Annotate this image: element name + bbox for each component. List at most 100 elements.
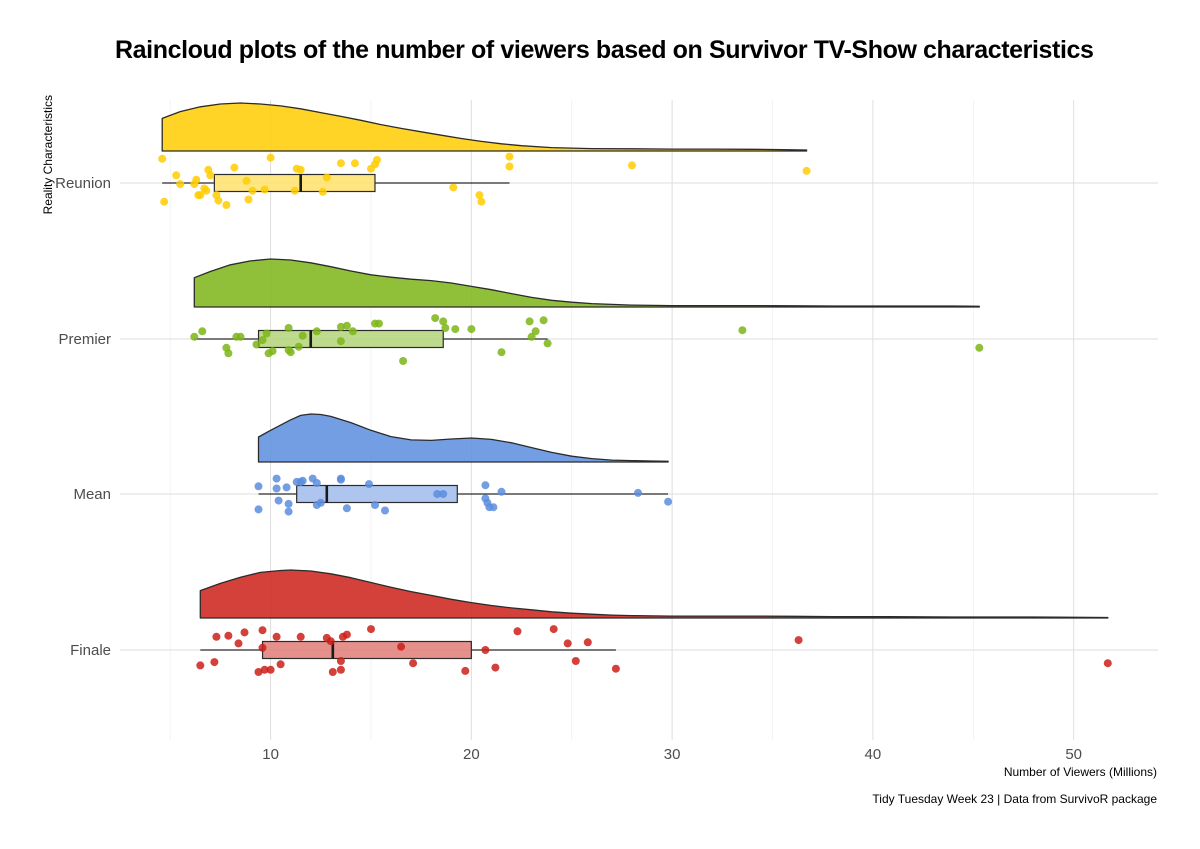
rain-point-finale — [210, 658, 219, 667]
rain-point-mean — [284, 499, 293, 508]
rain-point-mean — [664, 497, 673, 506]
rain-point-premier — [539, 316, 548, 325]
rain-point-mean — [489, 503, 498, 512]
rain-point-premier — [298, 331, 307, 340]
rain-point-finale — [571, 657, 580, 665]
rain-point-reunion — [196, 191, 205, 200]
rain-point-mean — [272, 474, 281, 483]
rain-point-finale — [328, 668, 337, 676]
rain-point-finale — [481, 646, 490, 654]
rain-point-mean — [284, 507, 293, 516]
rain-point-mean — [342, 504, 351, 513]
rain-point-finale — [794, 636, 803, 645]
rain-point-reunion — [350, 159, 359, 168]
rain-point-reunion — [475, 191, 484, 200]
density-clouds — [161, 102, 1109, 619]
rain-point-premier — [236, 332, 245, 341]
caption: Tidy Tuesday Week 23 | Data from Survivo… — [872, 792, 1157, 806]
rain-point-mean — [381, 506, 389, 515]
rain-point-mean — [312, 479, 321, 487]
rain-point-mean — [274, 496, 283, 505]
rain-point-finale — [258, 643, 267, 652]
rain-point-premier — [399, 357, 408, 365]
rain-point-finale — [461, 666, 470, 675]
y-axis-title: Reality Characteristics — [41, 95, 55, 214]
rain-point-mean — [316, 498, 325, 507]
density-cloud-premier — [193, 258, 980, 308]
rain-point-finale — [583, 638, 592, 647]
rain-point-reunion — [336, 159, 345, 168]
rain-point-premier — [224, 349, 233, 358]
rain-point-finale — [367, 625, 375, 634]
rain-point-reunion — [296, 165, 305, 174]
x-tick-label: 40 — [865, 746, 882, 763]
rain-point-finale — [234, 639, 243, 648]
rain-point-mean — [497, 487, 506, 496]
rain-point-finale — [260, 665, 269, 674]
rain-point-reunion — [477, 197, 486, 206]
x-tick-label: 20 — [463, 746, 480, 763]
rain-point-premier — [336, 322, 345, 331]
rain-point-finale — [563, 639, 572, 648]
rain-point-mean — [336, 474, 345, 483]
rain-point-finale — [491, 663, 500, 672]
x-tick-label: 10 — [262, 746, 279, 763]
rain-point-reunion — [172, 171, 181, 180]
rain-point-reunion — [230, 163, 239, 172]
rain-point-reunion — [202, 186, 211, 195]
rain-point-premier — [348, 327, 357, 336]
y-tick-label: Premier — [58, 331, 111, 348]
rain-point-premier — [375, 319, 383, 328]
rain-point-mean — [365, 480, 373, 489]
rain-point-finale — [336, 665, 345, 674]
rain-point-premier — [262, 329, 271, 338]
rain-point-mean — [254, 482, 263, 491]
rain-point-premier — [258, 336, 267, 345]
rain-point-finale — [254, 668, 263, 676]
rain-point-mean — [254, 505, 263, 514]
rain-point-mean — [298, 476, 307, 485]
rain-point-finale — [258, 626, 267, 635]
rain-point-premier — [336, 337, 345, 346]
rain-point-premier — [439, 317, 448, 326]
boxplots — [162, 173, 669, 660]
rain-point-reunion — [373, 155, 381, 164]
rain-point-premier — [268, 347, 277, 356]
rain-point-reunion — [266, 153, 275, 162]
rain-point-mean — [371, 501, 379, 509]
rain-point-reunion — [802, 166, 811, 175]
x-tick-label: 30 — [664, 746, 681, 763]
rain-point-reunion — [318, 187, 327, 196]
rain-point-finale — [611, 664, 620, 673]
rain-point-premier — [431, 314, 440, 323]
density-cloud-reunion — [161, 102, 808, 152]
rain-point-reunion — [222, 201, 231, 209]
rain-point-reunion — [176, 180, 185, 189]
rain-point-reunion — [260, 185, 269, 194]
rain-point-reunion — [160, 197, 169, 206]
rain-point-finale — [196, 661, 205, 670]
rain-point-reunion — [505, 152, 514, 161]
rain-point-premier — [312, 327, 321, 336]
rain-point-reunion — [242, 176, 251, 185]
rain-point-reunion — [206, 171, 215, 180]
box-iqr-finale — [261, 640, 472, 660]
rain-point-premier — [975, 343, 984, 352]
rain-point-premier — [543, 339, 552, 348]
y-tick-label: Reunion — [55, 175, 111, 192]
rain-point-mean — [481, 481, 490, 490]
y-tick-label: Finale — [70, 642, 111, 659]
rain-point-mean — [272, 484, 281, 493]
rain-point-finale — [336, 657, 345, 665]
rain-point-premier — [294, 342, 303, 351]
density-cloud-finale — [199, 569, 1109, 619]
rain-point-premier — [527, 332, 536, 341]
rain-point-finale — [326, 637, 335, 646]
chart-title: Raincloud plots of the number of viewers… — [115, 36, 1094, 64]
rain-point-premier — [451, 325, 460, 334]
rain-point-finale — [276, 660, 285, 669]
rain-point-reunion — [505, 162, 514, 171]
rain-point-premier — [497, 348, 506, 357]
rain-point-reunion — [244, 195, 253, 204]
